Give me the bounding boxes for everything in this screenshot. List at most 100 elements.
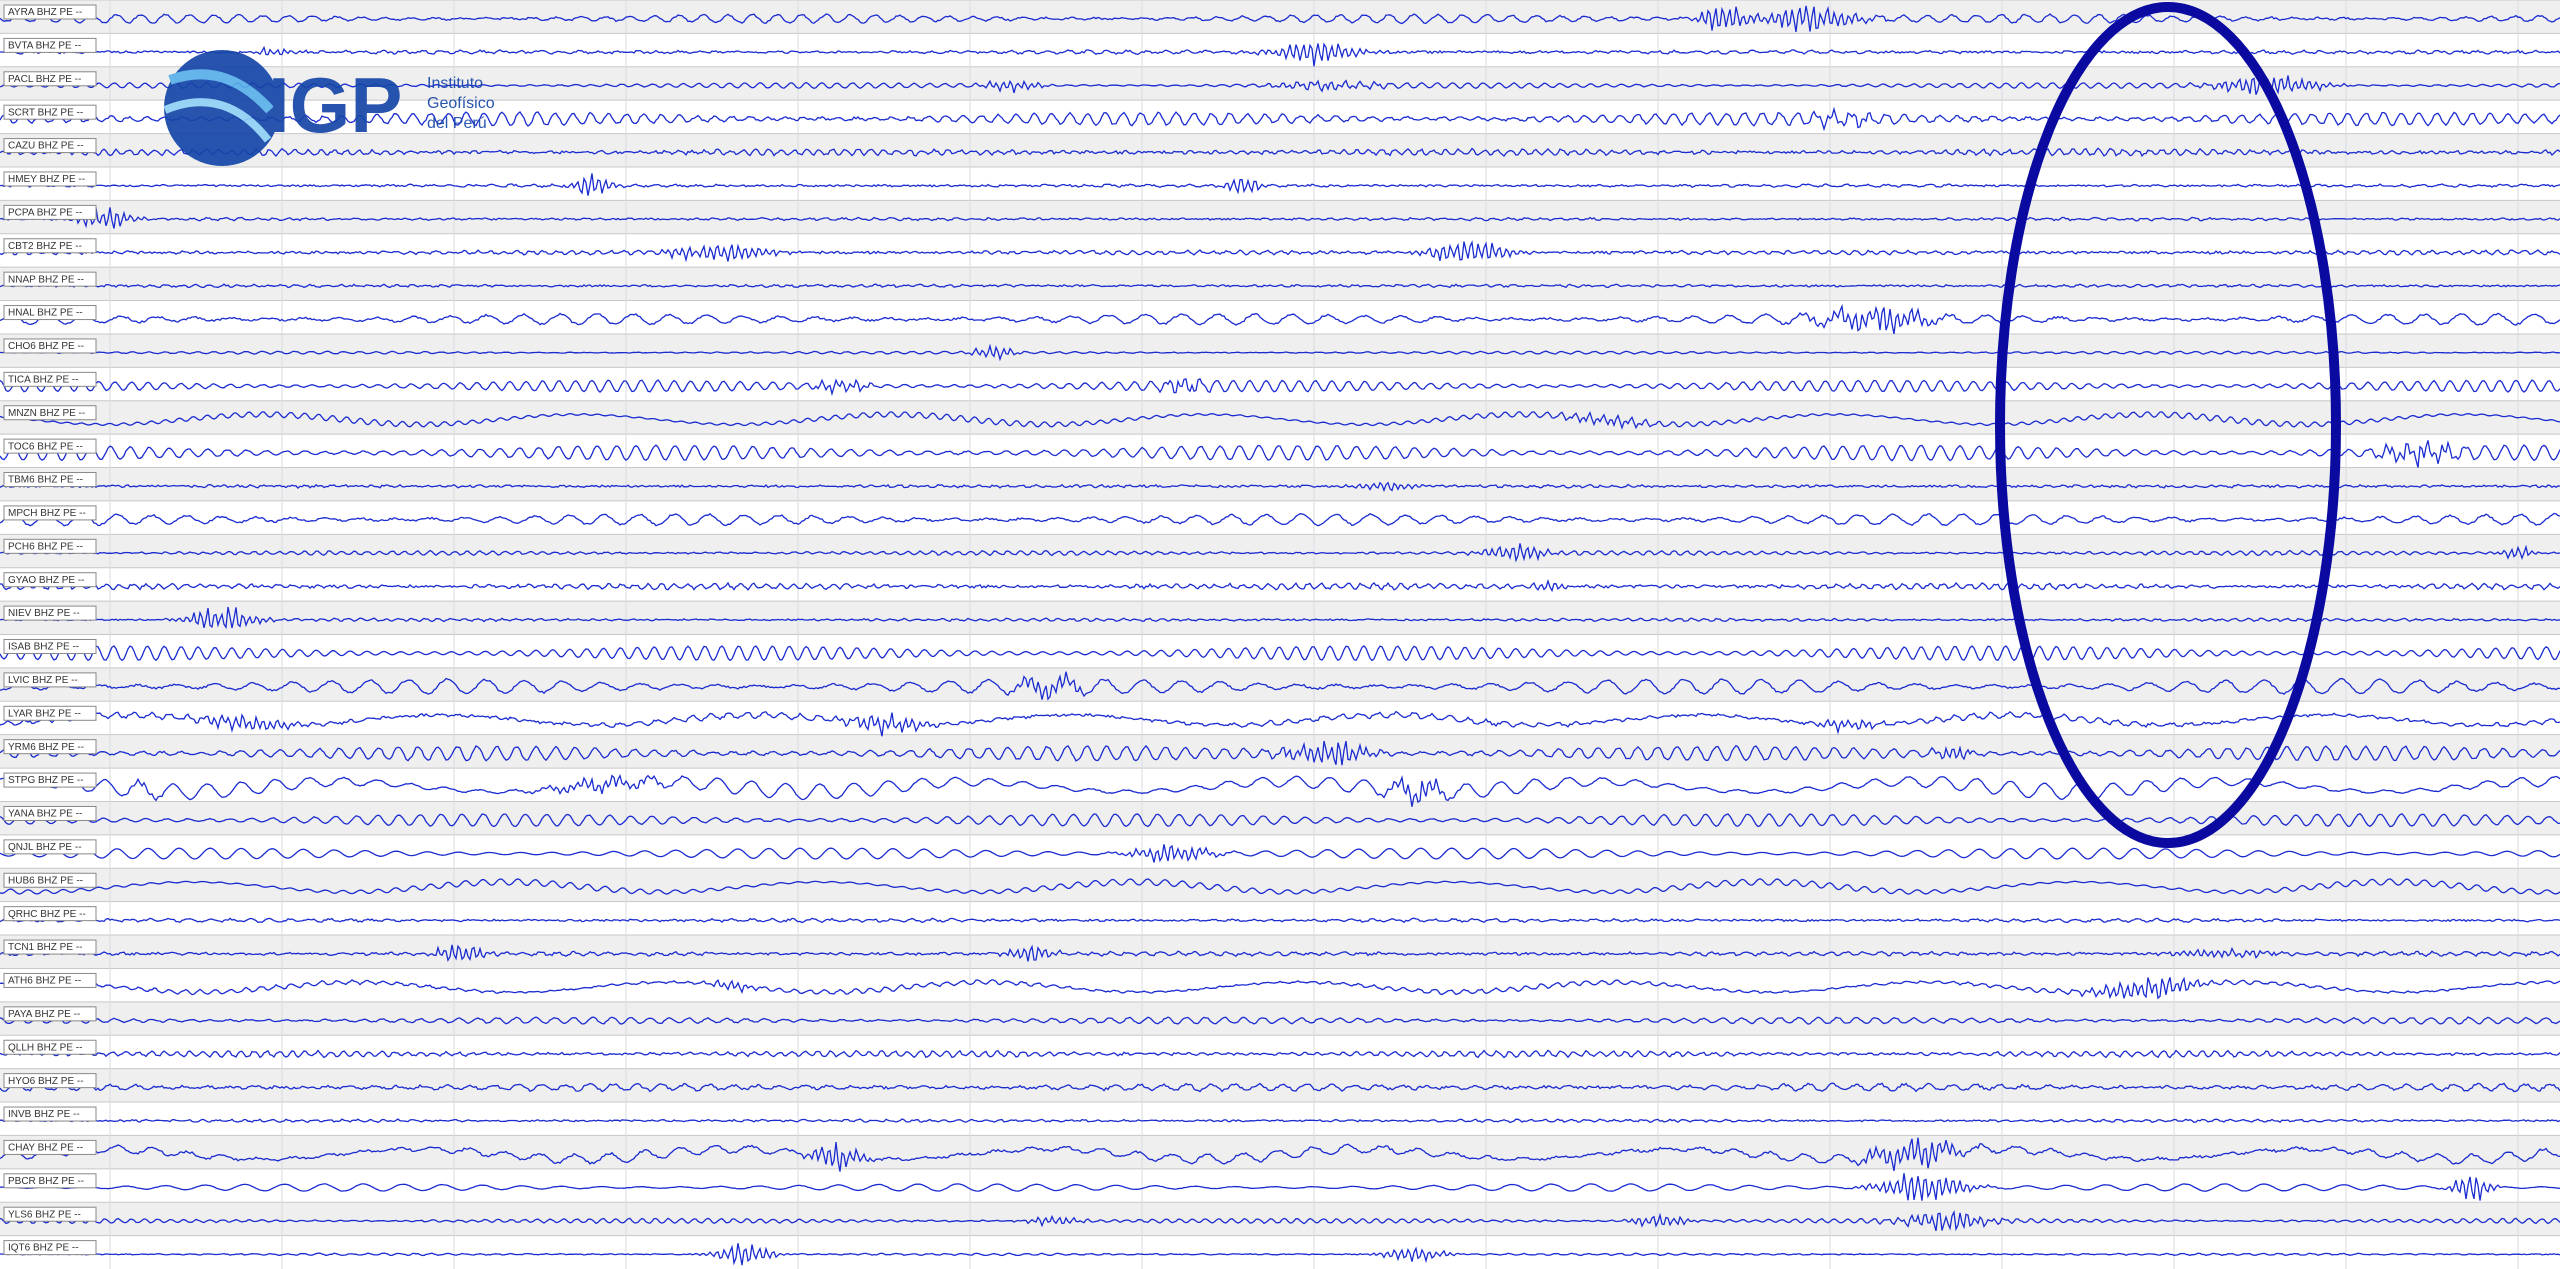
station-label: GYAO BHZ PE -- (8, 575, 85, 586)
time-grid (109, 0, 2519, 1269)
row-band (0, 300, 2560, 334)
station-label: NIEV BHZ PE -- (8, 608, 80, 619)
station-label: CAZU BHZ PE -- (8, 141, 84, 152)
row-band (0, 467, 2560, 501)
waveform (0, 917, 2560, 924)
station-label: PBCR BHZ PE -- (8, 1176, 84, 1187)
row-band (0, 267, 2560, 301)
row-band (0, 534, 2560, 568)
waveform (0, 1210, 2560, 1232)
waveform (0, 377, 2560, 397)
row-band (0, 868, 2560, 902)
waveform (0, 1243, 2560, 1266)
station-label: TOC6 BHZ PE -- (8, 441, 83, 452)
waveform (0, 579, 2560, 593)
label-box (3, 1106, 97, 1122)
waveform (0, 645, 2560, 662)
waveform (0, 42, 2560, 67)
row-band (0, 901, 2560, 936)
station-label: CHO6 BHZ PE -- (8, 341, 84, 352)
station-label: LVIC BHZ PE -- (8, 675, 78, 686)
label-box (3, 839, 97, 855)
row-band (0, 701, 2560, 735)
station-label: PCH6 BHZ PE -- (8, 541, 83, 552)
label-box (3, 4, 97, 20)
row-band (0, 200, 2560, 234)
waveform (0, 543, 2560, 563)
label-box (3, 639, 97, 654)
label-box (3, 204, 97, 220)
row-band (0, 935, 2560, 969)
station-label: TCN1 BHZ PE -- (8, 942, 82, 953)
logo-text: Instituto (427, 75, 483, 92)
logo-swoosh (163, 98, 272, 143)
waveform (0, 283, 2560, 289)
label-box (3, 805, 97, 821)
label-box (3, 939, 97, 955)
label-box (3, 305, 97, 321)
row-band (0, 333, 2560, 368)
label-box (3, 472, 97, 488)
row-band (0, 1235, 2560, 1269)
row-band (0, 1202, 2560, 1236)
station-label: HMEY BHZ PE -- (8, 174, 85, 185)
row-band (0, 601, 2560, 635)
waveform (0, 5, 2560, 33)
waveform (0, 207, 2560, 229)
station-label: ISAB BHZ PE -- (8, 642, 79, 653)
waveform (0, 1049, 2560, 1059)
logo-swoosh (168, 69, 274, 114)
logo-text: del Perú (427, 115, 487, 132)
label-box (3, 171, 97, 187)
logo-text: Geofísico (427, 95, 495, 112)
label-box (3, 572, 97, 588)
waveform (0, 606, 2560, 630)
station-label: NNAP BHZ PE -- (8, 274, 84, 285)
waveform (0, 944, 2560, 962)
station-label: IQT6 BHZ PE -- (8, 1243, 79, 1254)
label-box (3, 538, 97, 554)
station-label: PAYA BHZ PE -- (8, 1009, 80, 1020)
waveform (0, 303, 2560, 335)
label-box (3, 772, 97, 788)
row-band (0, 1102, 2560, 1136)
station-label: PCPA BHZ PE -- (8, 208, 82, 219)
row-band (0, 233, 2560, 268)
waveform (0, 1016, 2560, 1025)
station-label: CBT2 BHZ PE -- (8, 241, 82, 252)
station-label: QNJL BHZ PE -- (8, 842, 82, 853)
traces (0, 5, 2560, 1266)
station-label: AYRA BHZ PE -- (8, 7, 82, 18)
waveform (0, 173, 2560, 196)
station-label: TBM6 BHZ PE -- (8, 475, 83, 486)
waveform (0, 481, 2560, 493)
row-band (0, 33, 2560, 67)
row-band (0, 400, 2560, 435)
row-band (0, 634, 2560, 668)
station-label: SCRT BHZ PE -- (8, 107, 83, 118)
label-box (3, 972, 97, 988)
waveform (0, 343, 2560, 362)
waveform (0, 878, 2560, 895)
station-label: YANA BHZ PE -- (8, 809, 82, 820)
label-box (3, 1039, 97, 1055)
row-band (0, 1135, 2560, 1169)
waveform (0, 1082, 2560, 1093)
station-label: INVB BHZ PE -- (8, 1109, 80, 1120)
label-box (3, 672, 97, 688)
label-box (3, 505, 97, 521)
station-label: MPCH BHZ PE -- (8, 508, 86, 519)
station-label: STPG BHZ PE -- (8, 775, 84, 786)
station-label: HUB6 BHZ PE -- (8, 875, 83, 886)
station-label: QRHC BHZ PE -- (8, 909, 86, 920)
waveform (0, 411, 2560, 430)
row-band (0, 1168, 2560, 1203)
label-box (3, 872, 97, 888)
waveform (0, 75, 2560, 95)
label-box (3, 1206, 97, 1222)
station-labels: AYRA BHZ PE -- BVTA BHZ PE -- PACL BHZ PE … (3, 4, 97, 1256)
label-box (3, 271, 97, 287)
station-label: BVTA BHZ PE -- (8, 41, 81, 52)
